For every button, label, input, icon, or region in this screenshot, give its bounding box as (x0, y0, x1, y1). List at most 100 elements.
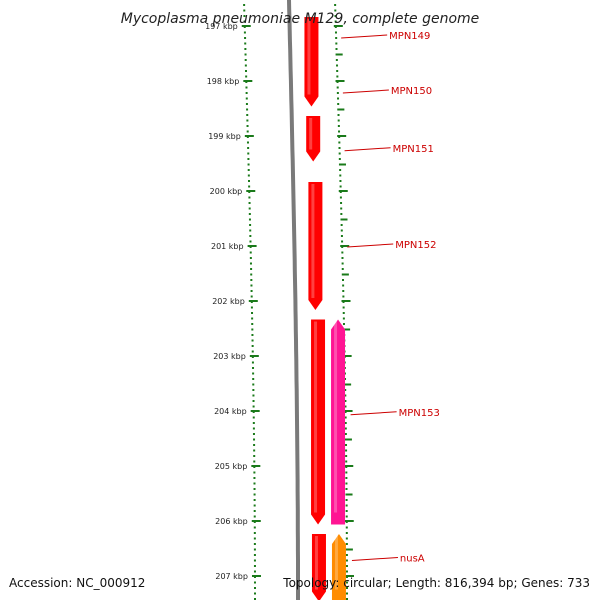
axis-tick-label: 204 kbp (214, 407, 247, 416)
ruler-dot (250, 306, 253, 309)
ruler-dot (341, 251, 344, 254)
ruler-dot (342, 317, 345, 320)
major-tick (249, 355, 259, 357)
ruler-dot (244, 64, 247, 67)
ruler-dot (250, 295, 253, 298)
major-tick (340, 245, 350, 247)
ruler-dot (342, 279, 345, 281)
ruler-dot (251, 317, 254, 320)
major-tick (337, 135, 347, 137)
ruler-dot (339, 185, 342, 188)
major-tick (344, 575, 354, 577)
gene-label: nusA (400, 554, 425, 565)
ruler-dot (253, 499, 256, 501)
ruler-dot (340, 213, 343, 215)
ruler-dot (344, 405, 347, 408)
ruler-dot (253, 570, 256, 573)
ruler-dot (243, 31, 246, 34)
ruler-dot (342, 323, 345, 325)
gene-highlight (334, 321, 338, 513)
gene-arrow (331, 534, 346, 600)
ruler-dot (245, 92, 248, 94)
label-leader-line (347, 243, 394, 248)
ruler-dot (252, 389, 255, 391)
ruler-dot (251, 312, 254, 314)
major-tick (247, 245, 257, 247)
ruler-dot (248, 213, 251, 215)
ruler-dot (250, 290, 253, 292)
ruler-dot (345, 526, 348, 529)
gene-feature-mpn152 (311, 319, 326, 525)
gene-arrow (331, 319, 346, 525)
ruler-dot (341, 262, 344, 265)
major-tick (241, 25, 251, 27)
ruler-dot (244, 59, 247, 61)
ruler-dot (253, 543, 256, 545)
ruler-dot (345, 537, 348, 540)
major-tick (250, 410, 260, 412)
major-tick (335, 80, 345, 82)
ruler-dot (338, 130, 341, 133)
ruler-dot (248, 218, 251, 221)
ruler-dot (334, 31, 337, 34)
ruler-dot (252, 400, 255, 402)
ruler-dot (253, 449, 256, 452)
ruler-dot (243, 9, 246, 12)
ruler-dot (245, 70, 248, 72)
ruler-dot (345, 444, 348, 446)
ruler-dot (249, 235, 252, 237)
ruler-dot (253, 592, 256, 595)
ruler-dot (340, 229, 343, 232)
axis-tick-label: 205 kbp (215, 462, 248, 471)
ruler-dot (345, 559, 348, 562)
ruler-dot (249, 262, 252, 265)
ruler-dot (253, 471, 256, 474)
ruler-dot (253, 526, 256, 529)
ruler-dot (249, 257, 252, 259)
ruler-dot (338, 141, 341, 144)
feature-layer (304, 17, 346, 600)
ruler-dot (252, 367, 255, 369)
ruler-dot (335, 48, 338, 50)
major-tick (343, 410, 353, 412)
ruler-dot (250, 273, 253, 276)
ruler-dot (253, 438, 256, 441)
minor-tick (344, 438, 352, 441)
axis-tick-label: 203 kbp (213, 352, 246, 361)
ruler-dot (335, 37, 338, 39)
ruler-dot (253, 460, 256, 463)
ruler-dot (345, 510, 348, 512)
ruler-dot (253, 488, 256, 490)
ruler-dot (340, 202, 343, 204)
ruler-dot (246, 130, 249, 133)
ruler-dot (253, 477, 256, 479)
accession-text: Accession: NC_000912 (9, 576, 145, 590)
ruler-dot (244, 48, 247, 50)
gene-highlight (314, 536, 318, 590)
ruler-dot (334, 4, 337, 6)
ruler-dot (340, 235, 343, 237)
ruler-dot (345, 455, 348, 457)
ruler-dot (342, 284, 345, 287)
ruler-dot (345, 471, 348, 474)
ruler-dot (335, 42, 338, 45)
ruler-dot (248, 196, 251, 199)
ruler-dot (251, 328, 254, 331)
ruler-dot (341, 257, 344, 259)
gene-arrow (308, 182, 323, 310)
gene-highlight (314, 321, 318, 513)
gene-feature-mpn151 (308, 182, 323, 310)
ruler-dot (247, 163, 250, 166)
ruler-dot (253, 510, 256, 512)
major-tick (251, 575, 261, 577)
ruler-dot (252, 378, 255, 380)
ruler-dot (334, 15, 337, 17)
ruler-dot (344, 433, 347, 435)
minor-tick (341, 273, 349, 276)
ruler-dot (246, 108, 249, 111)
ruler-dot (345, 565, 348, 567)
ruler-dot (344, 416, 347, 419)
tick-layer: 197 kbp 198 kbp 199 kbp 200 kbp 201 kbp 202 k… (205, 4, 354, 600)
ruler-dot (253, 565, 256, 567)
ruler-dot (344, 427, 347, 430)
